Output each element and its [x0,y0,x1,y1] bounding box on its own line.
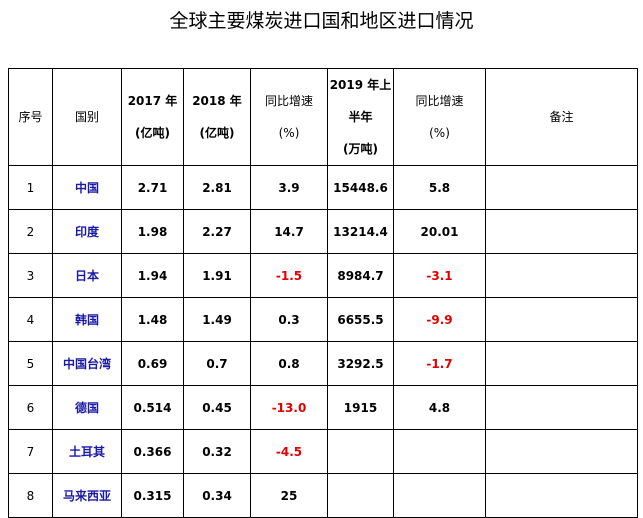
cell-note [485,385,638,430]
cell-y2018: 0.32 [183,429,251,474]
coal-import-table: 序号 国别 2017 年 (亿吨) 2018 年 (亿吨) 同比增速 (%) 2019… [8,68,638,518]
cell-yoy1: -13.0 [250,385,328,430]
header-2018: 2018 年 (亿吨) [183,68,251,166]
cell-y2017: 0.315 [121,473,184,518]
cell-h2019: 3292.5 [327,341,394,386]
table-row: 8 马来西亚 0.315 0.34 25 [8,473,638,518]
cell-y2017: 1.94 [121,253,184,298]
cell-y2017: 1.48 [121,297,184,342]
cell-note [485,429,638,474]
cell-yoy2: 20.01 [393,209,486,254]
cell-y2017: 1.98 [121,209,184,254]
cell-seq: 3 [8,253,53,298]
cell-y2018: 2.27 [183,209,251,254]
cell-y2018: 0.45 [183,385,251,430]
cell-country: 韩国 [52,297,122,342]
cell-y2018: 2.81 [183,165,251,210]
cell-h2019 [327,473,394,518]
page-title: 全球主要煤炭进口国和地区进口情况 [169,10,474,32]
cell-h2019: 8984.7 [327,253,394,298]
cell-yoy2 [393,473,486,518]
cell-seq: 5 [8,341,53,386]
header-country: 国别 [52,68,122,166]
cell-seq: 1 [8,165,53,210]
header-2019h1: 2019 年上半年 (万吨) [327,68,394,166]
cell-country: 中国台湾 [52,341,122,386]
cell-note [485,341,638,386]
cell-note [485,473,638,518]
cell-yoy1: -4.5 [250,429,328,474]
cell-country: 德国 [52,385,122,430]
cell-h2019: 6655.5 [327,297,394,342]
cell-y2018: 1.49 [183,297,251,342]
cell-seq: 4 [8,297,53,342]
cell-note [485,209,638,254]
cell-seq: 8 [8,473,53,518]
cell-yoy1: 3.9 [250,165,328,210]
cell-yoy1: 25 [250,473,328,518]
table-row: 1 中国 2.71 2.81 3.9 15448.6 5.8 [8,165,638,210]
cell-country: 印度 [52,209,122,254]
cell-country: 马来西亚 [52,473,122,518]
cell-yoy2: 4.8 [393,385,486,430]
header-seq: 序号 [8,68,53,166]
table-row: 3 日本 1.94 1.91 -1.5 8984.7 -3.1 [8,253,638,298]
header-2017: 2017 年 (亿吨) [121,68,184,166]
cell-note [485,297,638,342]
table-row: 4 韩国 1.48 1.49 0.3 6655.5 -9.9 [8,297,638,342]
cell-yoy1: 0.3 [250,297,328,342]
header-note: 备注 [485,68,638,166]
cell-country: 土耳其 [52,429,122,474]
cell-country: 中国 [52,165,122,210]
cell-y2017: 0.514 [121,385,184,430]
cell-h2019: 1915 [327,385,394,430]
header-row: 序号 国别 2017 年 (亿吨) 2018 年 (亿吨) 同比增速 (%) 2019… [8,68,638,166]
cell-y2018: 0.7 [183,341,251,386]
header-yoy2: 同比增速 (%) [393,68,486,166]
cell-h2019 [327,429,394,474]
cell-note [485,253,638,298]
cell-y2018: 0.34 [183,473,251,518]
cell-yoy2: -1.7 [393,341,486,386]
cell-yoy2: 5.8 [393,165,486,210]
cell-y2017: 2.71 [121,165,184,210]
cell-seq: 7 [8,429,53,474]
cell-h2019: 13214.4 [327,209,394,254]
cell-yoy1: 0.8 [250,341,328,386]
table-row: 6 德国 0.514 0.45 -13.0 1915 4.8 [8,385,638,430]
table-row: 5 中国台湾 0.69 0.7 0.8 3292.5 -1.7 [8,341,638,386]
cell-h2019: 15448.6 [327,165,394,210]
cell-seq: 6 [8,385,53,430]
header-yoy1: 同比增速 (%) [250,68,328,166]
cell-yoy1: -1.5 [250,253,328,298]
cell-seq: 2 [8,209,53,254]
cell-y2017: 0.69 [121,341,184,386]
cell-y2018: 1.91 [183,253,251,298]
cell-country: 日本 [52,253,122,298]
table-row: 7 土耳其 0.366 0.32 -4.5 [8,429,638,474]
cell-yoy1: 14.7 [250,209,328,254]
table-row: 2 印度 1.98 2.27 14.7 13214.4 20.01 [8,209,638,254]
cell-yoy2: -3.1 [393,253,486,298]
cell-yoy2: -9.9 [393,297,486,342]
cell-note [485,165,638,210]
cell-y2017: 0.366 [121,429,184,474]
cell-yoy2 [393,429,486,474]
